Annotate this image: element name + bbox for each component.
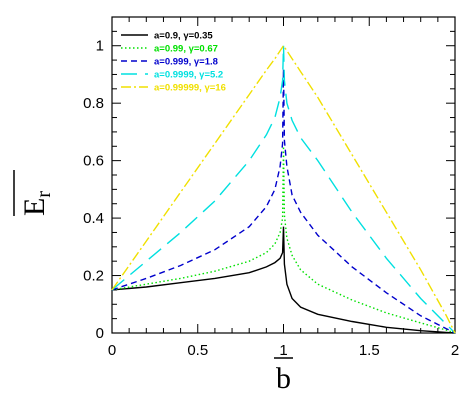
y-axis-label-main: E (18, 198, 51, 216)
legend-entry: a=0.9, γ=0.35 (154, 31, 213, 42)
legend: a=0.9, γ=0.35 a=0.99, γ=0.67 a=0.999, γ=1.… (121, 31, 226, 94)
y-tick-label: 0 (96, 325, 104, 342)
x-axis-label: b (274, 357, 293, 395)
legend-entry: a=0.9999, γ=5.2 (154, 70, 223, 81)
x-tick-label: 0.5 (187, 342, 208, 359)
series-line (111, 226, 456, 334)
series-line (111, 68, 456, 334)
y-tick-label: 1 (96, 38, 104, 55)
series-lines (111, 44, 456, 334)
y-tick-label: 0.4 (83, 210, 104, 227)
y-tick-label: 0.2 (83, 268, 104, 285)
legend-entry: a=0.99999, γ=16 (154, 83, 226, 94)
y-axis-label-text: Er (18, 191, 55, 216)
y-axis-label: Er (13, 170, 55, 216)
x-tick-label: 1.5 (359, 342, 380, 359)
y-tick-label: 0.6 (83, 153, 104, 170)
tick-labels: 0 0.5 1 1.5 2 0 0.2 0.4 0.6 0.8 1 (83, 38, 459, 359)
x-axis-label-text: b (276, 362, 291, 395)
y-axis-label-sub: r (33, 191, 55, 198)
x-tick-label: 1 (279, 342, 287, 359)
series-line (111, 45, 456, 334)
series-line (111, 44, 456, 334)
series-line (111, 146, 456, 334)
legend-entry: a=0.99, γ=0.67 (154, 44, 218, 55)
legend-entry: a=0.999, γ=1.8 (154, 57, 218, 68)
x-tick-label: 2 (451, 342, 459, 359)
y-tick-label: 0.8 (83, 95, 104, 112)
x-tick-label: 0 (108, 342, 116, 359)
